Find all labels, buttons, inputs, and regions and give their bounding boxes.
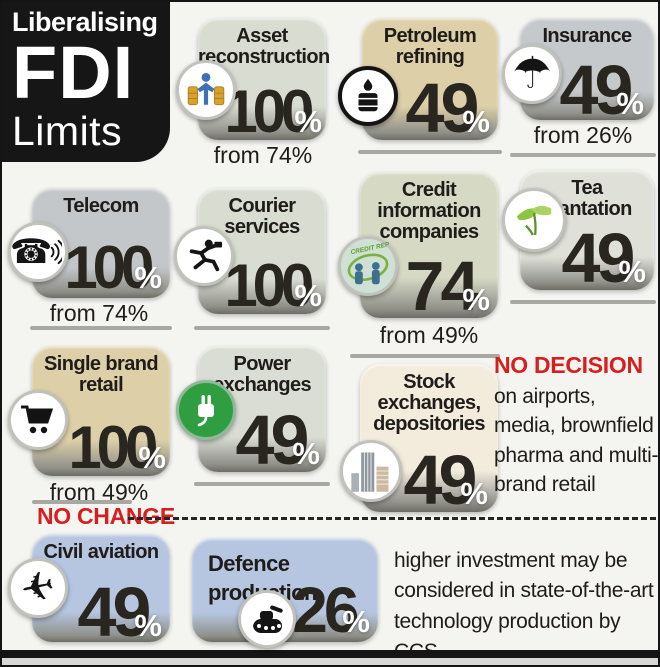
credit-report-icon: CREDIT REP: [338, 236, 398, 296]
card-telecom: Telecom 100% ☎: [8, 188, 170, 301]
card-label: Defence production: [208, 551, 317, 605]
card-value: 49%: [405, 69, 490, 147]
card-label: Telecom: [63, 195, 139, 217]
card-credit-information: Credit information companies 74% CREDIT …: [338, 172, 498, 325]
card-petroleum-refining: Petroleum refining 49%: [338, 18, 498, 147]
card-label: Stock exchanges, depositories: [373, 371, 485, 436]
from-note: from 49%: [379, 322, 479, 348]
card-label: Courier services: [224, 195, 300, 239]
card-value: 100%: [64, 234, 162, 301]
from-note: from 26%: [533, 122, 633, 148]
from-note: from 74%: [49, 300, 149, 326]
divider: [32, 500, 132, 504]
card-label: Credit information companies: [377, 179, 481, 244]
card-value: 49%: [559, 51, 644, 129]
title-line2: FDI: [12, 30, 135, 114]
divider: [510, 153, 656, 157]
card-value: 100%: [224, 252, 322, 319]
divider: [194, 326, 330, 330]
telephone-icon: ☎: [8, 222, 68, 282]
divider: [194, 482, 330, 486]
card-asset-reconstruction: Asset reconstruction 100%: [176, 18, 330, 145]
footnote-text: higher investment may be considered in s…: [394, 549, 654, 663]
no-decision-note: NO DECISION on airports, media, brownfie…: [494, 352, 659, 500]
card-tea-plantation: Tea plantation 49%: [502, 170, 654, 297]
card-power-exchanges: Power exchanges 49%: [176, 346, 326, 479]
umbrella-icon: ☂: [502, 44, 562, 104]
card-label: Asset reconstruction: [198, 25, 330, 69]
card-value: 26%: [292, 573, 370, 646]
infographic-title: Liberalising FDI Limits: [2, 2, 170, 162]
stock-building-icon: [340, 440, 402, 502]
card-value: 49%: [561, 219, 646, 297]
title-line1: Liberalising: [12, 7, 158, 37]
card-label: Petroleum refining: [383, 25, 477, 69]
card-defence-production: Defence production 26%: [192, 538, 378, 648]
divider: [30, 326, 172, 330]
dotted-separator: [128, 517, 656, 520]
shopping-cart-icon: [8, 390, 68, 450]
title-line3: Limits: [12, 107, 123, 154]
from-note: from 74%: [213, 142, 313, 168]
card-courier-services: Courier services 100%: [174, 188, 326, 319]
card-label: Insurance: [542, 25, 632, 47]
person-with-coins-icon: [176, 60, 236, 120]
card-stock-exchanges: Stock exchanges, depositories 49%: [340, 364, 498, 519]
tea-leaves-icon: [502, 188, 566, 252]
card-label: Power exchanges: [213, 353, 312, 397]
card-value: 100%: [224, 78, 322, 145]
card-value: 49%: [235, 401, 320, 479]
card-value: 74%: [405, 247, 490, 325]
divider: [350, 354, 500, 358]
airplane-icon: ✈: [8, 558, 68, 618]
oil-barrel-icon: [338, 66, 398, 126]
no-change-heading: NO CHANGE: [37, 503, 175, 529]
courier-runner-icon: [174, 226, 234, 286]
bottom-margin: [2, 658, 658, 665]
card-single-brand-retail: Single brand retail 100%: [8, 346, 170, 481]
power-plug-icon: [176, 380, 236, 440]
card-value: 49%: [77, 573, 162, 651]
no-decision-heading: NO DECISION: [494, 352, 643, 378]
card-value: 100%: [68, 414, 166, 481]
bottom-rule: [2, 650, 658, 658]
tank-icon: [238, 590, 296, 648]
card-label: Single brand retail: [44, 353, 159, 397]
no-decision-body: on airports, media, brownfield pharma an…: [494, 385, 659, 497]
divider: [358, 150, 502, 154]
divider: [510, 300, 656, 304]
card-civil-aviation: Civil aviation 49% ✈: [8, 534, 170, 651]
card-insurance: Insurance 49% ☂: [502, 18, 654, 129]
card-label: Civil aviation: [43, 541, 160, 563]
card-value: 49%: [403, 441, 488, 519]
